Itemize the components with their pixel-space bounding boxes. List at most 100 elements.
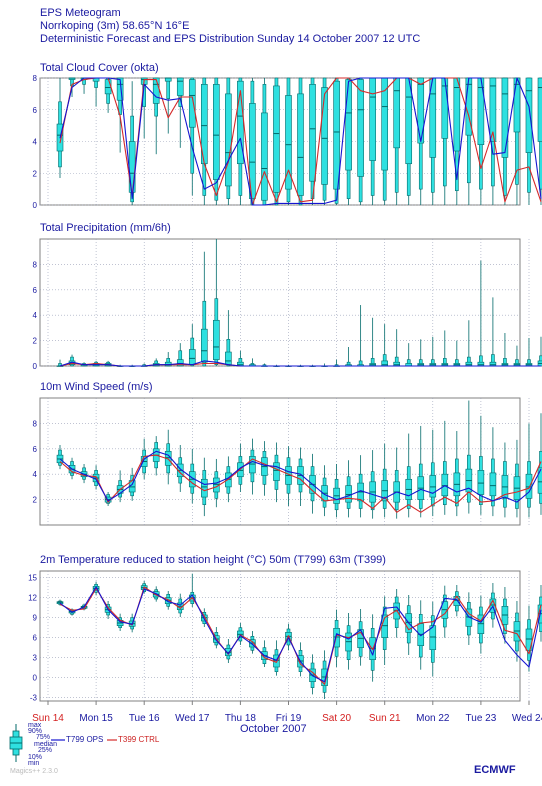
box-p25-p75 xyxy=(345,485,352,503)
ensemble-box xyxy=(345,77,352,205)
box-p25-p75 xyxy=(333,628,340,648)
box-p25-p75 xyxy=(465,608,473,627)
legend-min: min xyxy=(28,760,40,767)
x-tick-label: Sun 21 xyxy=(369,713,401,724)
legend-box-glyph xyxy=(9,724,23,762)
ensemble-box xyxy=(405,77,413,205)
ensemble-box xyxy=(333,77,340,205)
box-p25-p75 xyxy=(261,112,268,201)
box-p25-p75 xyxy=(489,361,497,367)
box-p25-p75 xyxy=(213,319,220,360)
ensemble-box xyxy=(116,470,124,503)
legend-p90: 90% xyxy=(28,728,43,735)
y-tick-label: 3 xyxy=(33,654,38,663)
box-p25-p75 xyxy=(537,77,542,142)
ensemble-box xyxy=(393,77,401,205)
box-p25-p75 xyxy=(321,87,328,185)
box-p25-p75 xyxy=(381,360,388,367)
ensemble-box xyxy=(465,592,473,645)
legend-p10: 10% xyxy=(28,754,43,761)
box-p25-p75 xyxy=(537,467,542,494)
ensemble-box xyxy=(501,77,509,205)
ensemble-box xyxy=(152,77,160,155)
ensemble-box xyxy=(249,358,256,367)
box-p25-p75 xyxy=(489,77,497,142)
panel-3: 2m Temperature reduced to station height… xyxy=(28,554,542,703)
ops-line xyxy=(59,77,542,206)
ensemble-box xyxy=(201,251,208,367)
box-p25-p75 xyxy=(477,614,485,634)
x-tick-label: Fri 19 xyxy=(276,713,302,724)
box-p25-p75 xyxy=(525,473,533,499)
ensemble-box xyxy=(513,439,521,518)
y-tick-label: 4 xyxy=(33,138,38,147)
panel-2: 10m Wind Speed (m/s) 2 4 6 8 xyxy=(33,381,542,526)
ensemble-box xyxy=(92,77,100,107)
ensemble-box xyxy=(249,631,256,654)
y-tick-label: 8 xyxy=(33,419,38,428)
ensemble-box xyxy=(237,350,244,367)
ecmwf-logo: ECMWF xyxy=(474,764,516,776)
ensemble-box xyxy=(345,346,352,367)
y-tick-label: 6 xyxy=(33,445,38,454)
ensemble-box xyxy=(429,336,437,367)
y-tick-label: 12 xyxy=(28,594,37,603)
box-p25-p75 xyxy=(345,79,352,171)
ensemble-box xyxy=(56,444,64,470)
ensemble-box xyxy=(273,77,280,206)
ensemble-box xyxy=(441,585,449,638)
ensemble-box xyxy=(273,442,280,503)
box-p25-p75 xyxy=(393,77,401,149)
legend-ops-line xyxy=(51,739,65,741)
box-p25-p75 xyxy=(201,328,208,363)
ensemble-box xyxy=(297,447,304,506)
legend-p25: 25% xyxy=(38,747,53,754)
box-p25-p75 xyxy=(273,85,280,193)
ensemble-box xyxy=(489,427,497,517)
ensemble-box xyxy=(429,77,437,205)
ensemble-box xyxy=(176,343,184,367)
forecast-date-line: Deterministic Forecast and EPS Distribut… xyxy=(40,33,421,45)
ensemble-box xyxy=(513,345,521,367)
box-p25-p75 xyxy=(477,361,485,367)
ensemble-box xyxy=(261,78,268,206)
ensemble-box xyxy=(213,239,220,366)
ensemble-box xyxy=(213,77,220,205)
ensemble-box xyxy=(357,305,364,367)
ops-line xyxy=(59,450,542,503)
ensemble-box xyxy=(128,81,136,205)
ensemble-box xyxy=(309,77,316,205)
legend-median: median xyxy=(34,741,57,748)
box-p25-p75 xyxy=(453,77,461,152)
ensemble-box xyxy=(417,425,425,518)
y-tick-label: 9 xyxy=(33,614,38,623)
y-tick-label: 6 xyxy=(33,634,38,643)
y-tick-label: 0 xyxy=(33,201,38,210)
y-tick-label: 6 xyxy=(33,106,38,115)
ensemble-box xyxy=(345,613,352,670)
panel-0: Total Cloud Cover (okta) 0 2 4 6 8 xyxy=(33,62,542,210)
ensemble-box xyxy=(201,608,208,627)
x-tick-label: Thu 18 xyxy=(225,713,257,724)
box-p25-p75 xyxy=(188,349,196,366)
legend-p75: 75% xyxy=(36,734,51,741)
ensemble-box xyxy=(501,587,509,644)
ensemble-box xyxy=(477,415,485,515)
box-p25-p75 xyxy=(201,478,208,498)
ensemble-box xyxy=(369,77,376,205)
y-tick-label: 15 xyxy=(28,574,37,583)
panel-frame xyxy=(39,570,521,702)
ensemble-box xyxy=(333,609,340,667)
ensemble-box xyxy=(525,338,533,367)
ensemble-box xyxy=(369,450,376,519)
box-p25-p75 xyxy=(152,77,160,104)
station-line: Norrkoping (3m) 58.65°N 16°E xyxy=(40,20,190,32)
ensemble-box xyxy=(453,77,461,205)
ctrl-line xyxy=(59,454,542,513)
box-p25-p75 xyxy=(441,473,449,497)
y-tick-label: 2 xyxy=(33,337,38,346)
ensemble-box xyxy=(249,438,256,495)
box-p25-p75 xyxy=(465,361,473,367)
legend-max: max xyxy=(28,722,42,729)
